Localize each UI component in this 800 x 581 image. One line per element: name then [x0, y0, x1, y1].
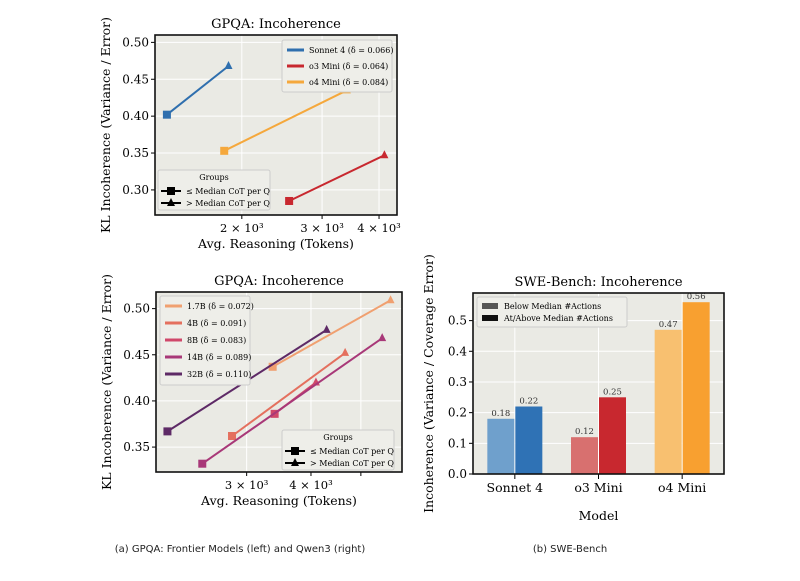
legend-label: o3 Mini (δ = 0.064): [309, 62, 388, 71]
point-square: [228, 432, 237, 440]
point-square: [162, 110, 171, 119]
triangle-marker-icon: [167, 198, 175, 206]
bar: [487, 418, 515, 474]
x-tick-label: 4 × 10³: [357, 221, 401, 235]
groups-legend-label: ≤ Median CoT per Q: [310, 447, 394, 456]
groups-legend: [157, 169, 271, 211]
series-line-1: [288, 154, 385, 202]
square-marker-icon: [167, 187, 175, 195]
caption-b: (b) SWE-Bench: [532, 544, 608, 555]
bar-value-label: 0.47: [659, 320, 678, 330]
groups-legend-label: > Median CoT per Q: [310, 459, 394, 468]
legend-label: 14B (δ = 0.089): [187, 353, 251, 362]
legend: [281, 39, 393, 93]
series-line-1: [231, 352, 346, 437]
x-tick-label: o4 Mini: [658, 480, 706, 495]
y-tick-label: 0.45: [123, 348, 150, 362]
y-tick-label: 0.50: [123, 302, 150, 316]
legend-label: Below Median #Actions: [504, 302, 601, 311]
series-line-0: [166, 65, 230, 116]
y-tick-label: 0.3: [448, 375, 467, 389]
legend-label: 4B (δ = 0.091): [187, 319, 246, 328]
chart-title: SWE-Bench: Incoherence: [514, 275, 682, 290]
point-triangle: [322, 324, 331, 333]
point-triangle: [386, 295, 395, 304]
legend-label: o4 Mini (δ = 0.084): [309, 78, 388, 87]
groups-legend-title: Groups: [323, 433, 352, 442]
x-tick-label: 3 × 10³: [225, 478, 269, 492]
point-square: [268, 362, 277, 371]
groups-legend-title: Groups: [199, 173, 228, 182]
legend-swatch: [482, 303, 498, 309]
point-square: [198, 459, 207, 468]
point-square: [220, 146, 229, 155]
bar: [571, 437, 598, 474]
legend-label: Sonnet 4 (δ = 0.066): [309, 46, 393, 55]
x-tick-label: 2 × 10³: [220, 221, 264, 235]
y-tick-label: 0.40: [123, 394, 150, 408]
y-axis-label: KL Incoherence (Variance / Error): [99, 274, 114, 490]
legend-swatch: [482, 315, 498, 321]
triangle-marker-icon: [291, 458, 299, 466]
bar-value-label: 0.18: [491, 409, 510, 419]
y-tick-label: 0.4: [448, 344, 467, 358]
x-axis-label: Avg. Reasoning (Tokens): [197, 236, 354, 251]
bar: [515, 406, 543, 474]
chart-title: GPQA: Incoherence: [211, 17, 341, 32]
groups-legend-label: ≤ Median CoT per Q: [186, 187, 270, 196]
bar-value-label: 0.25: [603, 387, 622, 397]
plot-frame: [154, 34, 398, 216]
y-axis-label: Incoherence (Variance / Coverage Error): [421, 254, 436, 513]
square-marker-icon: [291, 447, 299, 455]
series-line-2: [223, 89, 348, 152]
legend-label: 1.7B (δ = 0.072): [187, 302, 254, 311]
x-axis-label: Avg. Reasoning (Tokens): [200, 493, 357, 508]
x-tick-label: o3 Mini: [574, 480, 622, 495]
bar-value-label: 0.22: [519, 397, 538, 407]
caption-a: (a) GPQA: Frontier Models (left) and Qwe…: [114, 544, 366, 555]
x-tick-label: Sonnet 4: [487, 480, 544, 495]
y-tick-label: 0.35: [123, 440, 150, 454]
series-line-0: [272, 299, 392, 368]
y-tick-label: 0.45: [122, 72, 149, 86]
plot-frame: [155, 291, 403, 473]
series-line-3: [201, 337, 383, 465]
y-tick-label: 0.5: [448, 314, 467, 328]
y-tick-label: 0.1: [448, 436, 467, 450]
point-square: [285, 196, 294, 205]
y-tick-label: 0.50: [122, 35, 149, 49]
point-triangle: [380, 150, 389, 159]
y-tick-label: 0.30: [122, 183, 149, 197]
x-tick-label: 4 × 10³: [289, 478, 333, 492]
legend: [476, 296, 628, 328]
y-tick-label: 0.40: [122, 109, 149, 123]
bar-value-label: 0.56: [687, 292, 706, 302]
groups-legend: [281, 429, 395, 471]
legend-label: 32B (δ = 0.110): [187, 370, 251, 379]
y-tick-label: 0.35: [122, 146, 149, 160]
plot-frame: [472, 292, 725, 475]
y-tick-label: 0.2: [448, 406, 467, 420]
groups-legend-label: > Median CoT per Q: [186, 199, 270, 208]
bar: [599, 397, 626, 474]
point-triangle: [224, 60, 233, 69]
legend: [159, 295, 251, 386]
bar-value-label: 0.12: [575, 427, 594, 437]
chart-title: GPQA: Incoherence: [214, 274, 344, 289]
point-triangle: [341, 347, 350, 356]
bar: [654, 329, 682, 474]
point-square: [163, 427, 172, 436]
point-triangle: [378, 333, 387, 342]
legend-label: At/Above Median #Actions: [503, 314, 613, 323]
x-axis-label: Model: [579, 508, 619, 523]
bar: [682, 302, 710, 474]
legend-label: 8B (δ = 0.083): [187, 336, 246, 345]
x-tick-label: 3 × 10³: [300, 221, 344, 235]
y-tick-label: 0.0: [448, 467, 467, 481]
y-axis-label: KL Incoherence (Variance / Error): [98, 17, 113, 233]
